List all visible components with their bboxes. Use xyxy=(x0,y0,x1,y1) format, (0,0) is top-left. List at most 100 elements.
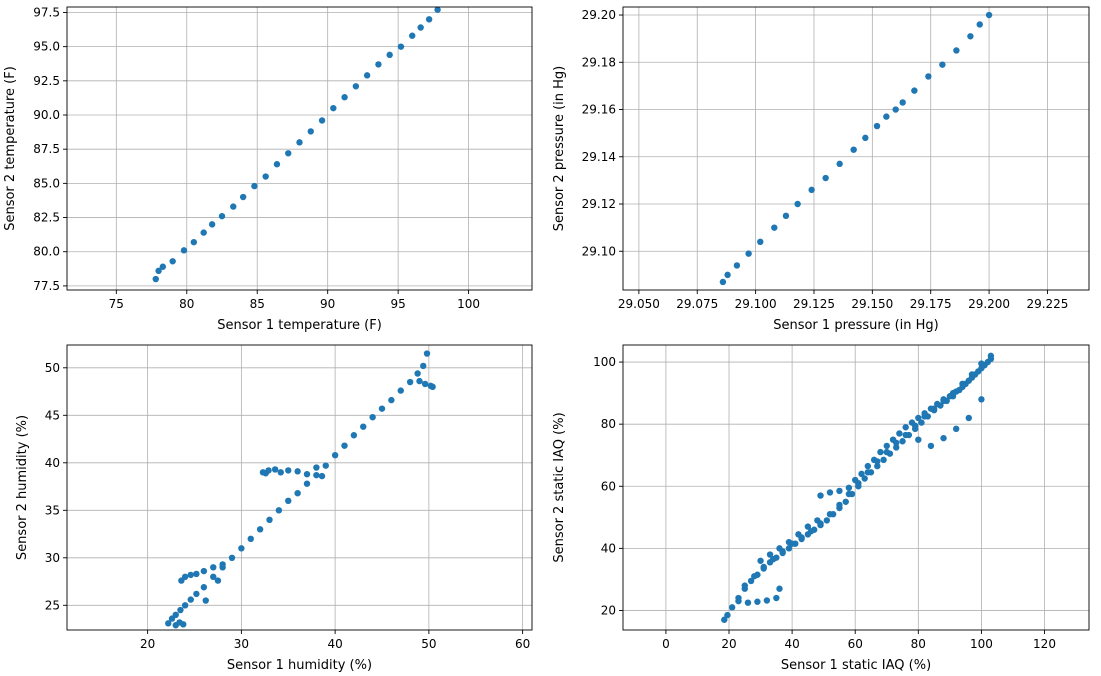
data-point xyxy=(285,497,292,504)
data-point xyxy=(165,620,172,627)
data-point xyxy=(350,432,358,439)
data-point xyxy=(908,419,916,426)
data-point xyxy=(303,471,311,478)
x-tick-label: 60 xyxy=(515,637,530,651)
y-tick-label: 29.18 xyxy=(582,55,616,69)
y-tick-label: 45 xyxy=(45,408,60,422)
data-point xyxy=(719,278,727,286)
data-point xyxy=(360,423,367,430)
y-tick-label: 97.5 xyxy=(33,5,60,19)
data-point xyxy=(434,6,441,13)
data-point xyxy=(883,442,890,450)
data-point xyxy=(262,173,269,180)
x-tick-label: 90 xyxy=(320,297,335,311)
data-point xyxy=(794,200,801,208)
data-point xyxy=(341,442,348,449)
data-point xyxy=(858,470,865,478)
data-point xyxy=(967,33,974,40)
data-point xyxy=(208,221,216,228)
data-point xyxy=(934,400,941,408)
y-tick-label: 35 xyxy=(45,503,60,517)
x-tick-label: 29.150 xyxy=(851,297,893,311)
data-point xyxy=(911,87,918,94)
subplot-1: 75 80 85 90 95 100 77.5 80.0 82.5 85.0 87.5 90.0 92.… xyxy=(3,5,533,333)
data-point xyxy=(266,516,273,523)
data-point xyxy=(745,250,752,257)
data-point xyxy=(378,405,386,412)
x-tick-label: 95 xyxy=(390,297,405,311)
x-tick-label: 29.050 xyxy=(618,297,660,311)
data-point xyxy=(414,370,421,377)
y-tick-label: 100 xyxy=(593,355,616,369)
data-point xyxy=(369,414,376,421)
y-tick-label: 40 xyxy=(601,541,616,555)
data-point xyxy=(902,431,909,439)
data-point xyxy=(940,434,947,442)
data-point xyxy=(763,597,771,604)
data-point xyxy=(275,507,283,514)
data-point xyxy=(363,72,371,79)
y-tick-label: 80 xyxy=(601,417,616,431)
data-point xyxy=(423,350,431,357)
data-point xyxy=(978,360,985,367)
data-point xyxy=(210,564,217,571)
data-point xyxy=(952,388,960,395)
data-point xyxy=(256,526,264,533)
data-point xyxy=(971,371,979,378)
x-axis-label: Sensor 1 pressure (in Hg) xyxy=(773,318,939,333)
data-point xyxy=(826,489,834,496)
subplot-3: 20 30 40 50 60 25 30 35 40 45 50 Sensor 1 humidity … xyxy=(15,344,533,673)
y-tick-label: 60 xyxy=(601,479,616,493)
data-point xyxy=(200,567,208,575)
data-point xyxy=(352,83,360,90)
data-point xyxy=(836,160,843,168)
data-point xyxy=(757,557,764,564)
data-point xyxy=(760,563,767,571)
y-tick-label: 50 xyxy=(45,361,60,375)
data-point xyxy=(776,585,783,592)
data-point xyxy=(883,113,890,120)
data-point xyxy=(817,492,824,499)
data-point xyxy=(965,377,972,384)
data-point xyxy=(307,128,314,135)
y-tick-label: 40 xyxy=(45,456,60,470)
data-point xyxy=(375,61,382,68)
data-point xyxy=(180,247,188,254)
data-point xyxy=(728,604,736,611)
data-point xyxy=(773,594,780,602)
x-tick-label: 0 xyxy=(662,637,670,651)
x-tick-label: 85 xyxy=(250,297,265,311)
scatter-series xyxy=(721,352,995,623)
data-point xyxy=(870,456,878,464)
data-point xyxy=(978,365,985,372)
data-point xyxy=(251,182,258,190)
data-point xyxy=(984,358,991,366)
data-point xyxy=(744,599,752,606)
data-point xyxy=(864,469,872,476)
x-tick-label: 29.200 xyxy=(968,297,1010,311)
data-point xyxy=(193,570,200,578)
data-point xyxy=(896,430,903,437)
data-point xyxy=(386,51,393,59)
y-tick-label: 29.12 xyxy=(582,197,616,211)
data-point xyxy=(940,396,947,403)
y-tick-label: 85.0 xyxy=(33,176,60,190)
y-tick-label: 29.16 xyxy=(582,103,616,117)
data-point xyxy=(228,554,236,561)
data-point xyxy=(927,405,935,412)
data-point xyxy=(303,480,311,487)
data-point xyxy=(230,203,237,210)
y-axis-label: Sensor 2 temperature (F) xyxy=(3,66,18,231)
x-tick-label: 50 xyxy=(421,637,436,651)
x-axis-label: Sensor 1 static IAQ (%) xyxy=(781,658,931,673)
data-point xyxy=(181,602,189,609)
data-point xyxy=(172,611,179,618)
data-point xyxy=(313,464,320,471)
x-axis-label: Sensor 1 temperature (F) xyxy=(217,318,382,333)
plot-area xyxy=(67,345,532,630)
data-point xyxy=(152,275,159,283)
data-point xyxy=(836,487,843,495)
x-tick-label: 20 xyxy=(721,637,736,651)
data-point xyxy=(822,174,829,182)
y-axis-label: Sensor 2 pressure (in Hg) xyxy=(552,66,567,232)
